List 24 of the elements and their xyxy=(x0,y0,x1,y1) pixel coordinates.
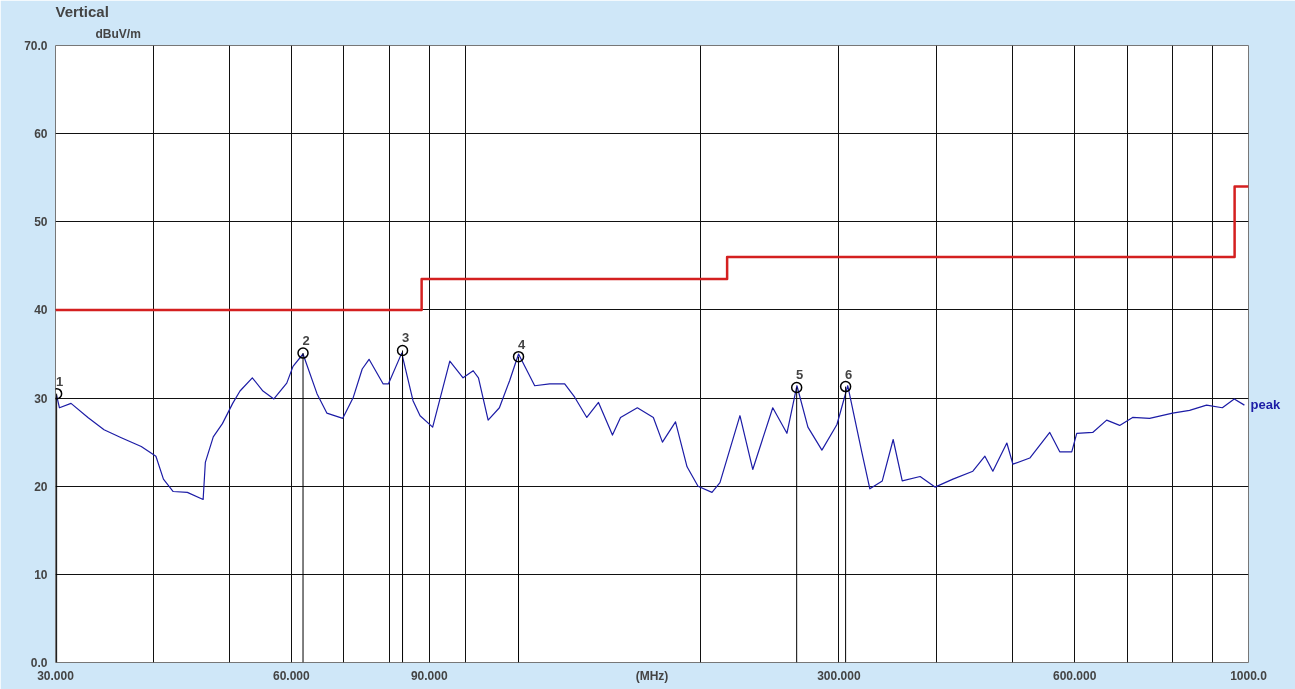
annotation: 6 xyxy=(845,366,853,382)
y-tick-label: 40 xyxy=(34,303,48,318)
x-tick-label: 90.000 xyxy=(410,668,448,683)
annotation: 2 xyxy=(302,333,310,349)
x-axis-title: (MHz) xyxy=(635,668,669,683)
series-label: peak xyxy=(1250,397,1281,413)
x-tick-label: 1000.0 xyxy=(1230,668,1268,683)
y-tick-label: 10 xyxy=(34,567,48,582)
y-tick-label: 0.0 xyxy=(30,656,48,670)
x-tick-label: 60.000 xyxy=(272,668,310,683)
annotation: 1 xyxy=(56,373,64,389)
annotation: 5 xyxy=(796,367,804,383)
y-tick-label: 20 xyxy=(34,479,48,494)
y-tick-label: 50 xyxy=(34,215,48,230)
annotation: 3 xyxy=(401,330,410,346)
y-axis-title: dBuV/m xyxy=(95,26,141,41)
y-tick-label: 60 xyxy=(34,127,48,142)
x-tick-label: 600.000 xyxy=(1053,668,1097,683)
x-tick-label: 30.000 xyxy=(37,668,75,683)
x-tick-label: 300.000 xyxy=(817,668,861,683)
annotation: 4 xyxy=(517,336,526,352)
chart-title: Vertical xyxy=(55,2,109,20)
y-tick-label: 30 xyxy=(34,391,48,406)
y-tick-label: 70.0 xyxy=(24,39,48,53)
